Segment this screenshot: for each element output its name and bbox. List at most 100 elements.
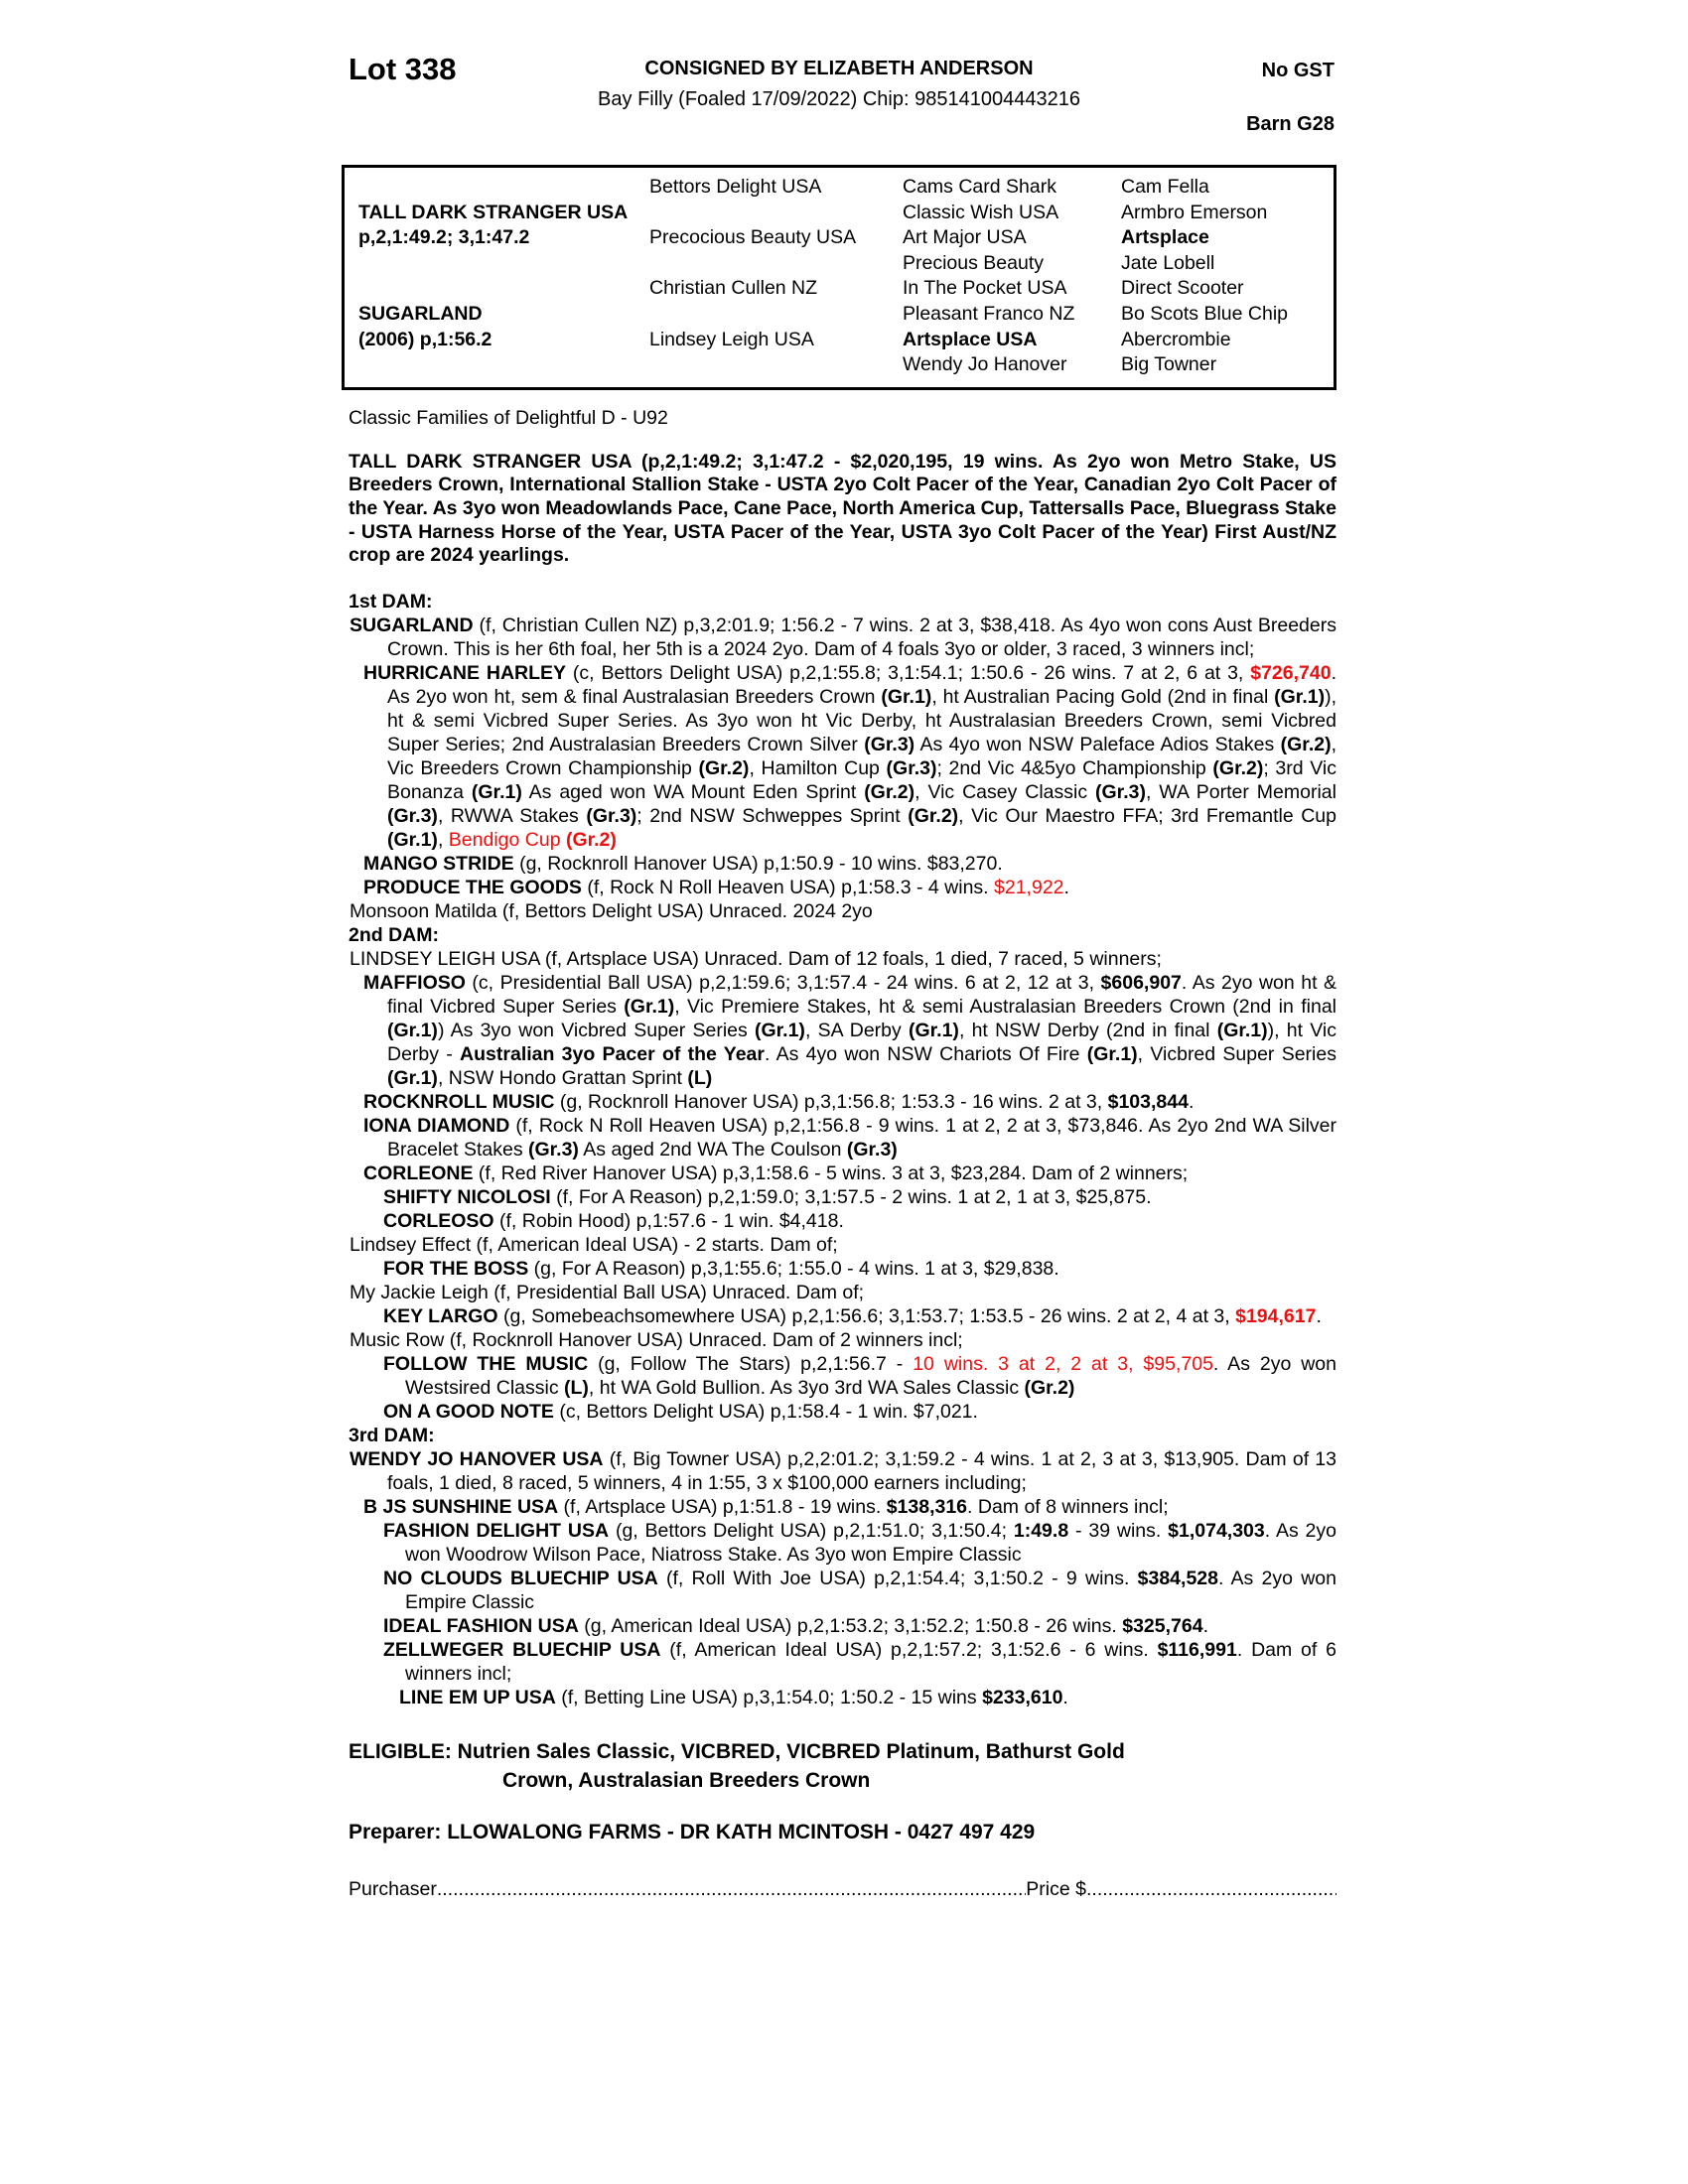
text-segment: (Gr.1) [387,828,438,851]
text-segment: (L) [687,1066,713,1089]
text-segment: MANGO STRIDE [363,852,514,875]
text-segment: $116,991 [1157,1638,1237,1661]
text-segment: ) As 3yo won Vicbred Super Series [437,1019,755,1041]
text-segment: IDEAL FASHION USA [383,1614,579,1637]
text-segment: ; 2nd NSW Schweppes Sprint [636,804,909,827]
text-segment: ROCKNROLL MUSIC [363,1090,555,1113]
text-segment: Music Row (f, Rocknroll Hanover USA) Unr… [350,1328,963,1351]
pedigree-cell: TALL DARK STRANGER USA [358,201,629,223]
pedigree-paragraph: HURRICANE HARLEY (c, Bettors Delight USA… [342,661,1336,852]
pedigree-paragraph: My Jackie Leigh (f, Presidential Ball US… [342,1281,1336,1304]
text-segment: . As 2yo won ht & final Vicbred Super Se… [387,971,1337,1018]
pedigree-paragraph: FOR THE BOSS (g, For A Reason) p,3,1:55.… [342,1257,1336,1281]
text-segment: 10 wins. 3 at 2, 2 at 3, $95,705 [913,1352,1213,1375]
pedigree-paragraph: CORLEOSO (f, Robin Hood) p,1:57.6 - 1 wi… [342,1209,1336,1233]
text-segment: $1,074,303 [1168,1519,1265,1542]
pedigree-cell [649,201,903,226]
pedigree-cell: (2006) p,1:56.2 [358,328,492,350]
pedigree-cell: Pleasant Franco NZ [903,302,1075,325]
text-segment: ), ht & semi Vicbred Super Series. As 3y… [387,685,1336,755]
text-segment: (Gr.1) [881,685,932,708]
text-segment: Australian 3yo Pacer of the Year [460,1042,765,1065]
text-segment: (Gr.1) [471,780,522,803]
text-segment: (Gr.3) [864,733,915,755]
pedigree-cell: Armbro Emerson [1121,201,1268,223]
text-segment: (f, For A Reason) p,2,1:59.0; 3,1:57.5 -… [550,1185,1152,1208]
text-segment: . [1202,1614,1208,1637]
price-dotted-line: ........................................… [1086,1877,1336,1900]
eligibility-line-1: ELIGIBLE: Nutrien Sales Classic, VICBRED… [349,1739,1125,1763]
dam-heading: 2nd DAM: [349,923,439,946]
text-segment: . [1063,876,1069,898]
text-segment: (f, Betting Line USA) p,3,1:54.0; 1:50.2… [555,1686,983,1708]
pedigree-cell: Artsplace USA [903,328,1038,350]
text-segment: FASHION DELIGHT USA [383,1519,610,1542]
text-segment: (Gr.3) [886,756,937,779]
text-segment: $21,922 [994,876,1064,898]
text-segment: CORLEONE [363,1161,474,1184]
text-segment: (Gr.3) [387,804,438,827]
pedigree-cell [649,251,903,277]
pedigree-cell [358,175,649,201]
page-content: Lot 338 CONSIGNED BY ELIZABETH ANDERSON … [342,42,1336,1901]
header-right: No GST Barn G28 [1246,60,1335,136]
pedigree-cell: SUGARLAND [358,302,483,325]
text-segment: $138,316 [886,1495,968,1518]
text-segment: Lindsey Effect (f, American Ideal USA) -… [350,1233,838,1256]
text-segment: , Hamilton Cup [749,756,887,779]
text-segment: (c, Bettors Delight USA) p,1:58.4 - 1 wi… [553,1400,978,1423]
text-segment: 1:49.8 [1013,1519,1069,1542]
text-segment: (Gr.2) [1024,1376,1075,1399]
text-segment: (f, Artsplace USA) p,1:51.8 - 19 wins. [558,1495,887,1518]
text-segment: FOR THE BOSS [383,1257,529,1280]
text-segment: ON A GOOD NOTE [383,1400,554,1423]
pedigree-paragraph: IDEAL FASHION USA (g, American Ideal USA… [342,1614,1336,1638]
pedigree-paragraph: NO CLOUDS BLUECHIP USA (f, Roll With Joe… [342,1567,1336,1614]
text-segment: , Vic Our Maestro FFA; 3rd Fremantle Cup [958,804,1336,827]
text-segment: ZELLWEGER BLUECHIP USA [383,1638,661,1661]
text-segment: WENDY JO HANOVER USA [350,1447,604,1470]
text-segment: Bendigo Cup [448,828,566,851]
dam-sections: 1st DAM: SUGARLAND (f, Christian Cullen N… [342,590,1336,1709]
text-segment: . Dam of 8 winners incl; [967,1495,1169,1518]
pedigree-cell [358,352,649,378]
pedigree-paragraph: Lindsey Effect (f, American Ideal USA) -… [342,1233,1336,1257]
pedigree-column-2: Bettors Delight USA Precocious Beauty USA… [649,175,903,378]
text-segment: Monsoon Matilda (f, Bettors Delight USA)… [350,899,873,922]
text-segment: . Dam of 6 winners incl; [405,1638,1336,1685]
lot-number: Lot 338 [349,52,457,86]
classic-families-line: Classic Families of Delightful D - U92 [349,406,668,429]
text-segment: . As 2yo won ht, sem & final Australasia… [387,661,1336,708]
pedigree-cell: Lindsey Leigh USA [649,328,814,350]
text-segment: . [1188,1090,1195,1113]
pedigree-column-4: Cam Fella Armbro Emerson Artsplace Jate Lob… [1121,175,1334,378]
pedigree-paragraph: SHIFTY NICOLOSI (f, For A Reason) p,2,1:… [342,1185,1336,1209]
pedigree-paragraph: ON A GOOD NOTE (c, Bettors Delight USA) … [342,1400,1336,1424]
pedigree-paragraph: WENDY JO HANOVER USA (f, Big Towner USA)… [342,1447,1336,1495]
text-segment: , Vicbred Super Series [1137,1042,1336,1065]
purchaser-price-line: Purchaser...............................… [342,1878,1336,1901]
text-segment: (Gr.1) [1086,1042,1138,1065]
dam-heading: 3rd DAM: [349,1424,435,1446]
text-segment: , SA Derby [804,1019,909,1041]
text-segment: (Gr.2) [565,828,617,851]
pedigree-paragraph: FOLLOW THE MUSIC (g, Follow The Stars) p… [342,1352,1336,1400]
pedigree-column-3: Cams Card Shark Classic Wish USA Art Major… [903,175,1121,378]
pedigree-paragraph: LINDSEY LEIGH USA (f, Artsplace USA) Unr… [342,947,1336,971]
text-segment: , ht Australian Pacing Gold (2nd in fina… [931,685,1275,708]
text-segment: . [1316,1304,1322,1327]
text-segment: As 4yo won NSW Paleface Adios Stakes [914,733,1281,755]
text-segment: (Gr.1) [387,1066,438,1089]
pedigree-cell: Christian Cullen NZ [649,277,818,300]
text-segment: HURRICANE HARLEY [363,661,567,684]
text-segment: SHIFTY NICOLOSI [383,1185,551,1208]
text-segment: PRODUCE THE GOODS [363,876,582,898]
pedigree-paragraph: MANGO STRIDE (g, Rocknroll Hanover USA) … [342,852,1336,876]
text-segment: KEY LARGO [383,1304,498,1327]
pedigree-paragraph: Monsoon Matilda (f, Bettors Delight USA)… [342,899,1336,923]
text-segment: . As 2yo won Woodrow Wilson Pace, Niatro… [405,1519,1336,1566]
page-header: Lot 338 CONSIGNED BY ELIZABETH ANDERSON … [342,42,1336,165]
text-segment: , RWWA Stakes [437,804,587,827]
pedigree-cell [358,276,649,302]
